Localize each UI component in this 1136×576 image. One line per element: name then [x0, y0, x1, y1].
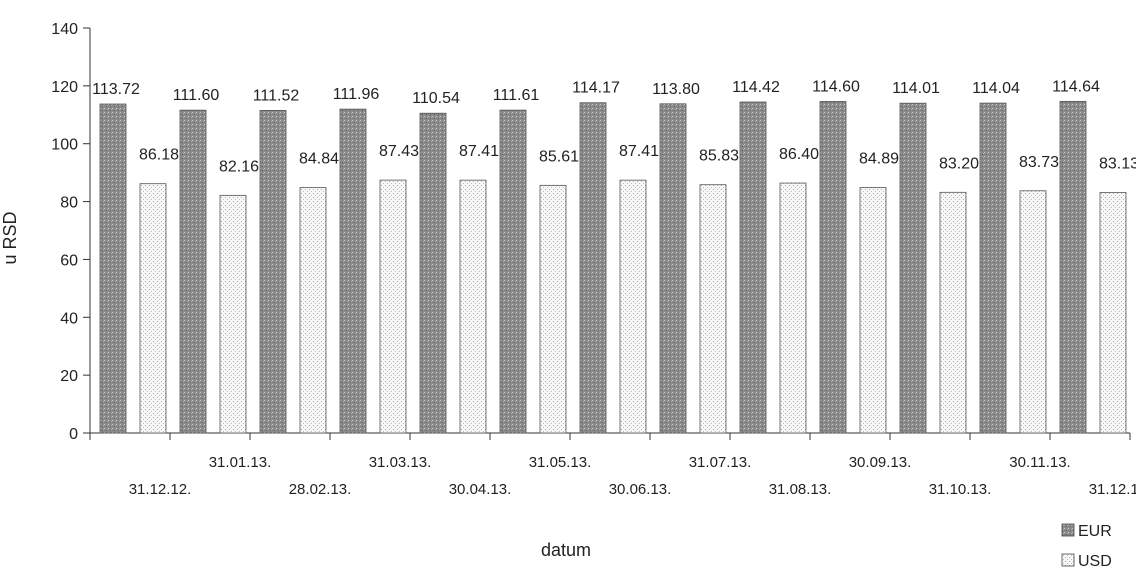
bar-usd[interactable] [859, 187, 887, 434]
bar-eur[interactable] [99, 103, 127, 434]
bar-eur[interactable] [179, 109, 207, 434]
data-label-eur: 110.54 [412, 90, 460, 107]
bar-usd[interactable] [539, 184, 567, 434]
bar-eur[interactable] [739, 101, 767, 434]
y-tick-label: 140 [51, 21, 78, 38]
y-tick-label: 100 [51, 137, 78, 154]
bar-usd[interactable] [139, 183, 167, 434]
data-label-usd: 87.41 [619, 143, 659, 160]
bar-eur[interactable] [259, 109, 287, 434]
legend-item-usd[interactable]: USD [1061, 553, 1112, 570]
data-label-usd: 85.61 [539, 148, 579, 165]
data-label-eur: 114.01 [892, 80, 940, 97]
legend-item-eur[interactable]: EUR [1061, 523, 1112, 540]
x-axis-title: datum [541, 540, 591, 560]
legend-swatch-eur [1061, 523, 1075, 537]
bar-eur[interactable] [659, 103, 687, 434]
bar-usd[interactable] [219, 194, 247, 434]
y-tick-label: 20 [60, 368, 78, 385]
bar-usd[interactable] [939, 191, 967, 434]
data-label-eur: 114.64 [1052, 78, 1100, 95]
x-tick-label: 30.09.13. [849, 454, 912, 471]
bar-usd[interactable] [1019, 190, 1047, 434]
x-tick-label: 30.11.13. [1009, 454, 1070, 471]
y-tick-label: 40 [60, 310, 78, 327]
bar-eur[interactable] [579, 102, 607, 434]
data-label-usd: 87.43 [379, 143, 419, 160]
bar-usd[interactable] [459, 179, 487, 434]
bar-eur[interactable] [419, 112, 447, 434]
x-tick-label: 31.01.13. [209, 454, 272, 471]
bar-eur[interactable] [899, 102, 927, 434]
data-label-eur: 114.17 [572, 80, 620, 97]
data-labels: 113.72 111.60 111.52 111.96 110.54 111.61 114.… [92, 78, 1136, 175]
data-label-usd: 83.13 [1099, 156, 1136, 173]
legend-label-eur: EUR [1078, 523, 1112, 540]
bar-usd[interactable] [379, 179, 407, 434]
y-axis-title: u RSD [0, 211, 20, 264]
bar-usd[interactable] [1099, 192, 1127, 434]
legend: EUR USD [1061, 523, 1112, 570]
bar-usd[interactable] [699, 184, 727, 434]
bar-eur[interactable] [819, 101, 847, 434]
x-tick-label: 31.10.13. [929, 481, 992, 498]
x-axis: 31.12.12. 31.01.13. 28.02.13. 31.03.13. 30.0… [89, 432, 1136, 498]
data-label-eur: 113.80 [652, 81, 700, 98]
data-label-usd: 87.41 [459, 143, 499, 160]
bar-eur[interactable] [339, 108, 367, 434]
data-label-usd: 84.89 [859, 150, 899, 167]
x-tick-label: 31.08.13. [769, 481, 832, 498]
x-tick-label: 31.07.13. [689, 454, 752, 471]
data-label-usd: 83.73 [1019, 154, 1059, 171]
legend-label-usd: USD [1078, 553, 1112, 570]
data-label-usd: 86.18 [139, 147, 179, 164]
data-label-eur: 111.96 [333, 86, 380, 103]
data-label-eur: 114.42 [732, 79, 780, 96]
bar-eur[interactable] [499, 109, 527, 434]
data-label-usd: 86.40 [779, 146, 819, 163]
x-tick-label: 31.12.13. [1089, 481, 1136, 498]
x-tick-label: 31.03.13. [369, 454, 432, 471]
bar-eur[interactable] [1059, 100, 1087, 434]
data-label-usd: 83.20 [939, 155, 979, 172]
x-tick-label: 31.05.13. [529, 454, 592, 471]
data-label-usd: 85.83 [699, 148, 739, 165]
y-tick-label: 60 [60, 252, 78, 269]
x-tick-label: 30.06.13. [609, 481, 672, 498]
x-tick-label: 30.04.13. [449, 481, 512, 498]
data-label-eur: 114.04 [972, 80, 1020, 97]
data-label-eur: 111.60 [173, 87, 220, 104]
y-tick-label: 120 [51, 79, 78, 96]
bar-usd[interactable] [779, 182, 807, 434]
x-tick-label: 31.12.12. [129, 481, 192, 498]
bar-eur[interactable] [979, 102, 1007, 434]
y-tick-label: 0 [69, 426, 78, 443]
legend-swatch-usd [1061, 553, 1075, 567]
data-label-eur: 113.72 [92, 81, 140, 98]
bars [99, 100, 1127, 434]
y-axis: 0 20 40 60 80 100 120 140 [51, 21, 91, 443]
data-label-eur: 111.52 [253, 87, 300, 104]
bar-usd[interactable] [619, 179, 647, 434]
data-label-eur: 114.60 [812, 78, 860, 95]
bar-usd[interactable] [299, 187, 327, 434]
data-label-usd: 82.16 [219, 158, 259, 175]
data-label-usd: 84.84 [299, 151, 339, 168]
x-tick-label: 28.02.13. [289, 481, 352, 498]
data-label-eur: 111.61 [493, 87, 540, 104]
y-tick-label: 80 [60, 195, 78, 212]
